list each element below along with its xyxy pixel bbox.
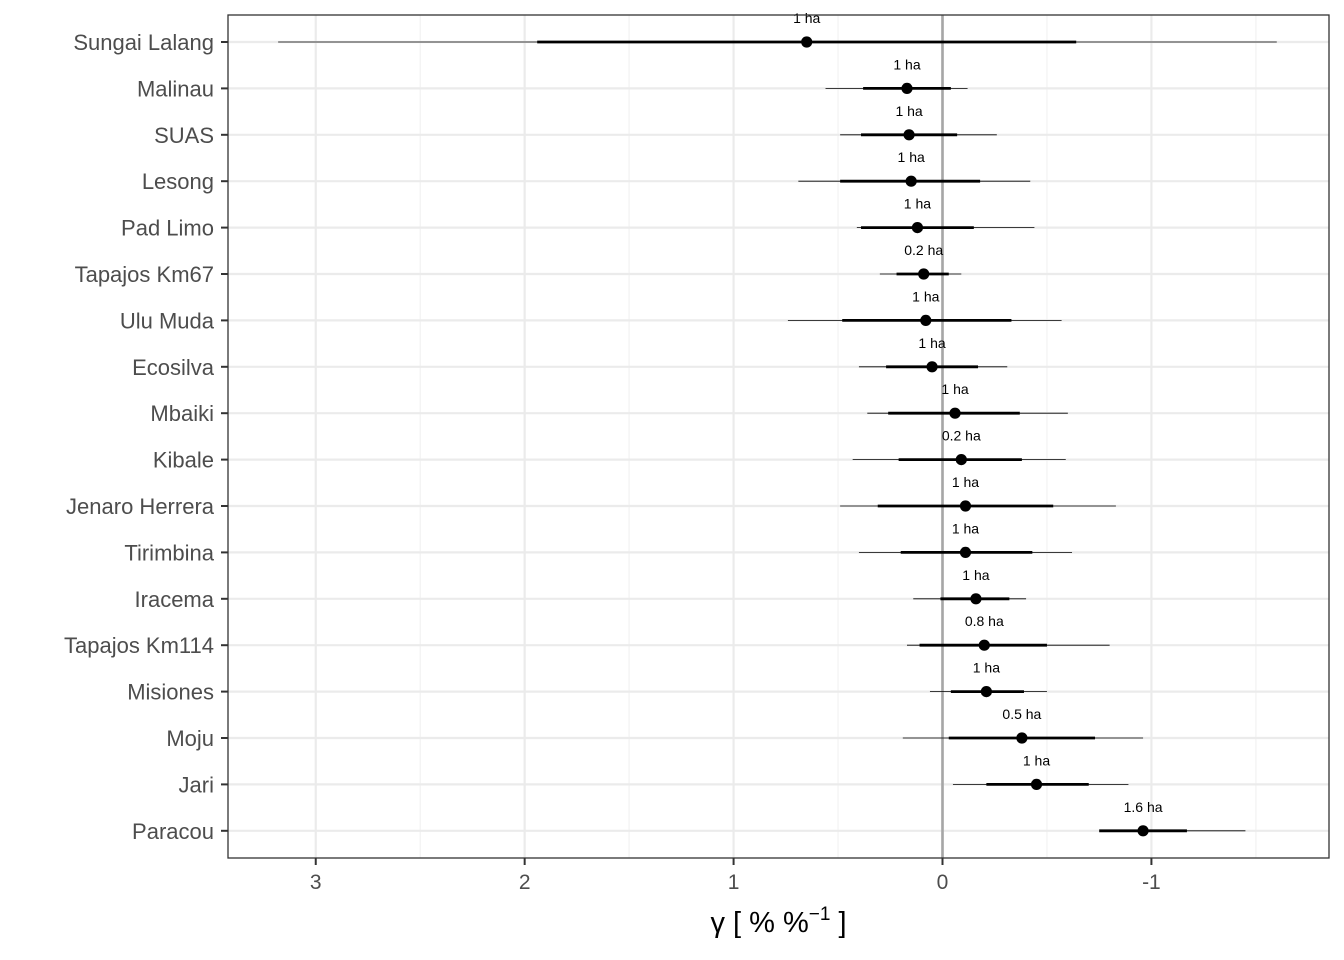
area-label: 1 ha xyxy=(904,196,931,212)
point-estimate xyxy=(955,454,967,466)
x-axis-title: γ [ % %−1 ] xyxy=(710,904,846,939)
site-estimate xyxy=(952,778,1129,791)
site-estimate xyxy=(852,454,1066,466)
panel-border xyxy=(227,14,1330,859)
site-estimate xyxy=(906,639,1110,651)
site-estimate xyxy=(867,407,1068,419)
x-tick-label: -1 xyxy=(1142,871,1161,894)
x-axis: 3 2 1 0 -1 xyxy=(310,858,1161,894)
x-tick-label: 1 xyxy=(728,871,740,894)
x-axis-title-main: γ [ % % xyxy=(710,907,808,939)
site-estimate xyxy=(278,36,1277,48)
area-label: 1 ha xyxy=(893,56,920,72)
point-estimate xyxy=(959,500,972,512)
point-estimate xyxy=(920,314,932,326)
site-estimate xyxy=(879,268,962,280)
x-tick-label: 3 xyxy=(310,871,322,894)
site-estimate xyxy=(825,82,968,94)
site-estimate xyxy=(1099,825,1246,837)
site-label: Tirimbina xyxy=(124,540,214,565)
point-estimate xyxy=(1030,778,1043,791)
site-estimate xyxy=(798,175,1031,187)
site-label: Kibale xyxy=(153,448,214,473)
area-label: 1 ha xyxy=(898,149,925,165)
site-estimate xyxy=(840,500,1116,512)
point-estimate xyxy=(918,268,930,280)
site-estimate xyxy=(858,546,1073,559)
site-label: Malinau xyxy=(137,76,214,101)
site-label: SUAS xyxy=(154,123,214,148)
site-estimate xyxy=(929,686,1047,698)
x-axis-title-end: ] xyxy=(830,907,846,939)
area-label: 1 ha xyxy=(962,567,989,583)
area-label: 0.8 ha xyxy=(965,613,1004,629)
site-estimate xyxy=(902,732,1144,744)
area-label: 1 ha xyxy=(918,335,945,351)
x-tick-label: 0 xyxy=(937,871,949,894)
x-tick-label: 2 xyxy=(519,871,531,894)
point-estimate xyxy=(903,129,915,141)
site-label: Misiones xyxy=(127,680,214,705)
site-label: Iracema xyxy=(135,587,215,612)
point-estimate xyxy=(970,593,982,605)
area-label: 1 ha xyxy=(952,474,979,490)
point-estimate xyxy=(905,175,917,187)
x-axis-title-sup: −1 xyxy=(809,904,831,925)
point-estimate xyxy=(978,639,990,651)
point-estimate xyxy=(926,361,938,373)
site-estimate xyxy=(840,129,997,141)
site-label: Mbaiki xyxy=(150,401,214,426)
site-label: Pad Limo xyxy=(121,216,214,241)
site-estimate xyxy=(858,361,1008,373)
site-label: Jari xyxy=(179,772,214,797)
site-estimate xyxy=(787,314,1062,326)
area-labels: 1 ha 1 ha 1 ha 1 ha 1 ha 0.2 ha 1 ha 1 ha 1 ha 0.… xyxy=(793,10,1163,815)
site-label: Tapajos Km114 xyxy=(64,633,214,658)
site-label: Jenaro Herrera xyxy=(66,494,215,519)
site-estimate xyxy=(856,222,1035,234)
site-label: Paracou xyxy=(132,819,214,844)
y-axis: Sungai Lalang Malinau SUAS Lesong Pad Limo Ta… xyxy=(64,30,228,844)
point-estimate xyxy=(949,407,961,419)
site-estimate xyxy=(913,593,1027,605)
point-estimate xyxy=(959,546,972,559)
point-estimate xyxy=(1016,732,1028,744)
area-label: 0.5 ha xyxy=(1002,706,1041,722)
area-label: 1 ha xyxy=(793,10,820,26)
point-estimate xyxy=(801,36,813,48)
point-estimate xyxy=(1137,825,1149,837)
site-label: Ulu Muda xyxy=(120,308,215,333)
area-label: 1 ha xyxy=(952,520,979,536)
site-label: Ecosilva xyxy=(132,355,215,380)
point-estimate xyxy=(911,222,924,234)
area-label: 1 ha xyxy=(1023,752,1050,768)
site-label: Lesong xyxy=(142,169,214,194)
area-label: 1 ha xyxy=(973,660,1000,676)
site-label: Sungai Lalang xyxy=(73,30,214,55)
point-estimate xyxy=(980,686,992,698)
area-label: 1.6 ha xyxy=(1124,799,1163,815)
marks xyxy=(278,36,1277,837)
area-label: 1 ha xyxy=(941,381,968,397)
area-label: 1 ha xyxy=(895,103,922,119)
site-label: Moju xyxy=(166,726,214,751)
site-label: Tapajos Km67 xyxy=(75,262,214,287)
area-label: 1 ha xyxy=(912,288,939,304)
grid xyxy=(228,15,1329,858)
point-estimate xyxy=(901,82,913,94)
area-label: 0.2 ha xyxy=(942,428,981,444)
area-label: 0.2 ha xyxy=(904,242,943,258)
